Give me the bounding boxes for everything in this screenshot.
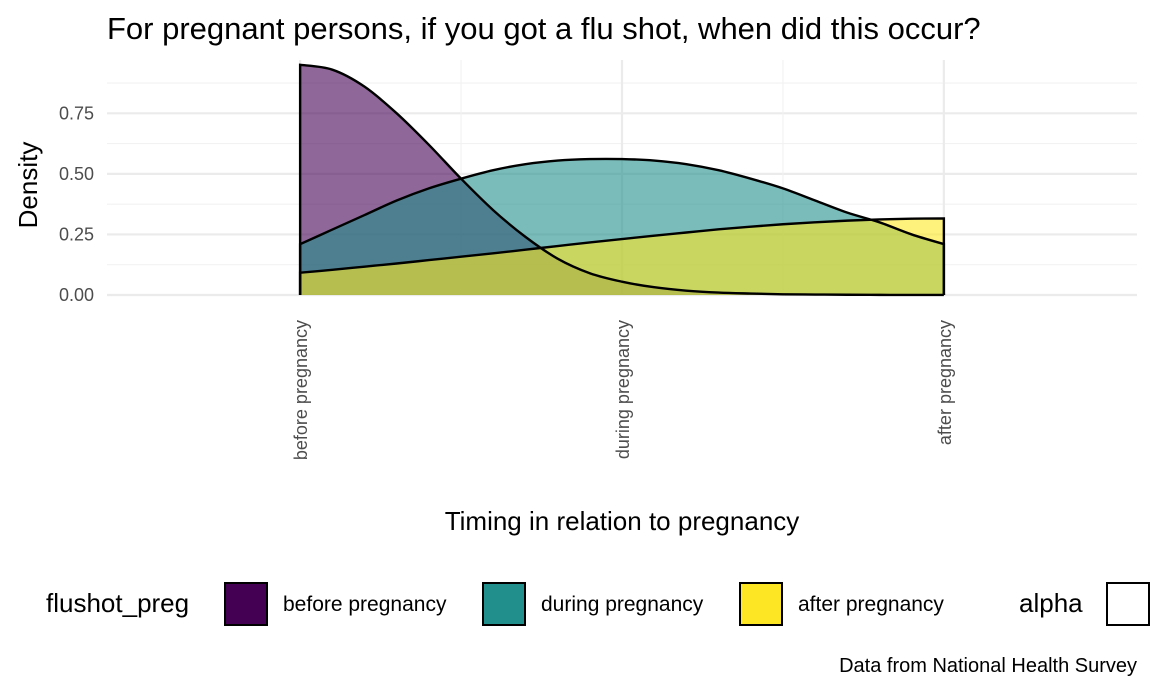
y-tick-label: 0.25 [59, 224, 94, 244]
density-areas [300, 64, 944, 295]
y-tick-label: 0.50 [59, 164, 94, 184]
legend-label-during-pregnancy: during pregnancy [541, 593, 704, 616]
chart-title: For pregnant persons, if you got a flu s… [107, 11, 981, 46]
legend-label-after-pregnancy: after pregnancy [798, 593, 944, 616]
density-line-before-pregnancy [298, 63, 946, 297]
density-line-after-pregnancy [298, 217, 946, 295]
legend-key-during-pregnancy [482, 582, 526, 626]
x-axis-title: Timing in relation to pregnancy [445, 506, 800, 536]
legend: flushot_preg before pregnancy during preg… [46, 582, 1150, 626]
y-tick-label: 0.00 [59, 285, 94, 305]
legend-alpha-title: alpha [1019, 588, 1083, 618]
legend-key-before-pregnancy [224, 582, 268, 626]
x-axis-ticks: before pregnancy during pregnancy after pr… [291, 320, 955, 460]
y-axis-ticks: 0.00 0.25 0.50 0.75 [59, 103, 94, 305]
density-line-during-pregnancy [298, 157, 946, 295]
legend-label-before-pregnancy: before pregnancy [283, 593, 447, 616]
legend-title: flushot_preg [46, 588, 189, 618]
y-axis-title: Density [13, 142, 43, 229]
x-tick-label: after pregnancy [935, 320, 955, 445]
density-outlines [298, 63, 946, 297]
x-tick-label: during pregnancy [613, 320, 633, 459]
legend-alpha-key [1106, 582, 1150, 626]
legend-entries: before pregnancy during pregnancy after pr… [224, 582, 944, 626]
legend-key-after-pregnancy [739, 582, 783, 626]
y-tick-label: 0.75 [59, 103, 94, 123]
density-area-after-pregnancy [300, 218, 944, 295]
caption: Data from National Health Survey [839, 655, 1137, 677]
x-tick-label: before pregnancy [291, 320, 311, 460]
